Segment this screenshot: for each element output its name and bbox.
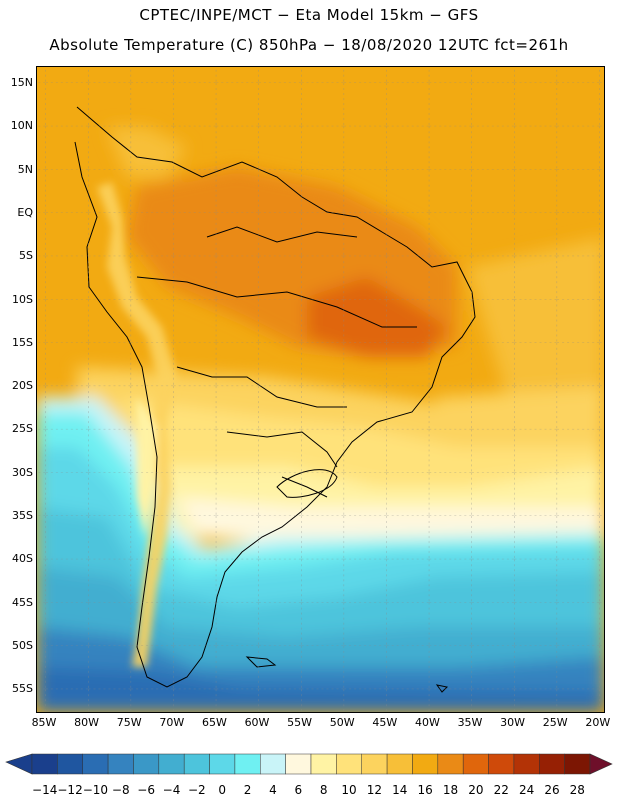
lon-label: 65W: [201, 716, 227, 729]
colorbar-swatch: [361, 753, 388, 775]
colorbar-swatch: [462, 753, 489, 775]
lat-label: 25S: [12, 422, 33, 436]
temperature-colorbar: −14 −12 −10 −8 −6 −4 −2 0 2 4 6 8 10 12 14 16 18 20 22 24 26…: [5, 753, 613, 797]
temperature-field: [37, 67, 604, 712]
colorbar-label: 4: [269, 783, 277, 797]
lon-label: 35W: [457, 716, 483, 729]
map-title-line1: CPTEC/INPE/MCT − Eta Model 15km − GFS: [139, 6, 479, 24]
colorbar-left-arrow: [5, 753, 33, 775]
lon-label: 40W: [414, 716, 440, 729]
colorbar-label: 16: [417, 783, 432, 797]
colorbar-label: 0: [218, 783, 226, 797]
colorbar-swatch: [310, 753, 337, 775]
colorbar-swatch: [386, 753, 413, 775]
lon-label: 85W: [31, 716, 57, 729]
colorbar-label: −8: [112, 783, 130, 797]
colorbar-swatch: [31, 753, 58, 775]
lat-label: EQ: [17, 205, 33, 219]
colorbar-swatch: [336, 753, 362, 775]
colorbar-label: −4: [163, 783, 181, 797]
colorbar-label: 18: [443, 783, 458, 797]
colorbar-swatch: [82, 753, 109, 775]
colorbar-swatch: [285, 753, 312, 775]
colorbar-label: 14: [392, 783, 407, 797]
lon-label: 30W: [500, 716, 526, 729]
lat-label: 45S: [12, 595, 33, 609]
colorbar-label: 28: [570, 783, 585, 797]
lon-label: 20W: [585, 716, 611, 729]
colorbar-label: 12: [367, 783, 382, 797]
lat-label: 50S: [12, 638, 33, 652]
lon-label: 50W: [329, 716, 355, 729]
colorbar-swatch: [412, 753, 439, 775]
lon-label: 70W: [159, 716, 185, 729]
colorbar-label: 2: [244, 783, 252, 797]
colorbar-swatch: [260, 753, 286, 775]
lon-label: 75W: [116, 716, 142, 729]
lon-label: 80W: [74, 716, 100, 729]
lon-label: 45W: [372, 716, 398, 729]
colorbar-swatch: [564, 753, 591, 775]
lat-label: 10S: [12, 292, 33, 306]
lon-label: 60W: [244, 716, 270, 729]
colorbar-label: −14: [32, 783, 57, 797]
colorbar-swatch: [209, 753, 236, 775]
lat-label: 15S: [12, 335, 33, 349]
colorbar-label: 20: [468, 783, 483, 797]
colorbar-right-arrow: [589, 753, 613, 775]
lat-label: 15N: [10, 76, 33, 89]
lat-label: 40S: [12, 552, 33, 566]
colorbar-label: −10: [83, 783, 108, 797]
map-title-line2: Absolute Temperature (C) 850hPa − 18/08/…: [49, 36, 569, 54]
colorbar-swatch: [133, 753, 160, 775]
colorbar-label: 22: [494, 783, 509, 797]
lon-label: 55W: [287, 716, 313, 729]
lat-label: 35S: [12, 509, 33, 522]
temperature-map: [36, 66, 605, 713]
lat-label: 55S: [12, 682, 33, 696]
colorbar-swatch: [234, 753, 261, 775]
colorbar-label: −2: [188, 783, 206, 797]
colorbar-label: 6: [294, 783, 302, 797]
colorbar-label: 24: [519, 783, 534, 797]
colorbar-label: 26: [544, 783, 559, 797]
colorbar-label: −12: [57, 783, 82, 797]
colorbar-swatch: [183, 753, 210, 775]
lat-label: 5S: [19, 249, 33, 263]
colorbar-swatch: [107, 753, 134, 775]
lat-label: 10N: [10, 119, 33, 133]
colorbar-swatch: [539, 753, 565, 775]
lat-label: 5N: [17, 162, 33, 176]
lat-label: 30S: [12, 465, 33, 479]
colorbar-swatch: [488, 753, 515, 775]
colorbar-swatch: [437, 753, 464, 775]
colorbar-swatch: [57, 753, 83, 775]
lon-label: 25W: [542, 716, 568, 729]
colorbar-swatch: [513, 753, 540, 775]
colorbar-label: 8: [320, 783, 328, 797]
lat-label: 20S: [12, 379, 33, 393]
colorbar-label: −6: [137, 783, 155, 797]
colorbar-swatch: [158, 753, 185, 775]
colorbar-label: 10: [341, 783, 356, 797]
